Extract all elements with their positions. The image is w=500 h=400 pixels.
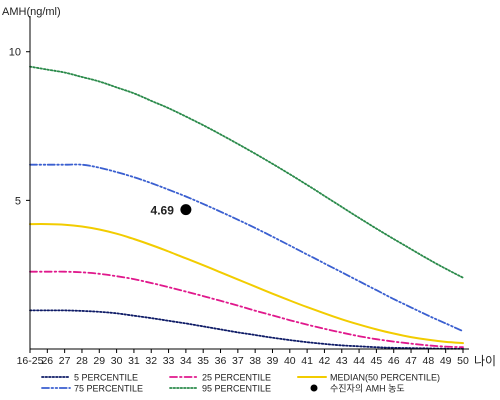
x-tick-label: 16-25 (17, 355, 44, 367)
series-line-3 (29, 223, 464, 345)
x-tick-label: 50 (457, 355, 469, 367)
y-tick-label: 10 (9, 47, 21, 59)
x-tick-label: 38 (249, 355, 261, 367)
x-tick-label: 49 (440, 355, 452, 367)
x-tick-label: 34 (180, 355, 192, 367)
x-tick-label: 30 (111, 355, 123, 367)
x-tick-label: 47 (405, 355, 417, 367)
legend-label-2: 25 PERCENTILE (202, 373, 271, 383)
x-tick-label: 45 (371, 355, 383, 367)
x-axis-label: 나이 (474, 354, 496, 368)
legend: 5 PERCENTILE 25 PERCENTILE MEDIAN(50 PERCE… (41, 373, 440, 394)
legend-label-5: 95 PERCENTILE (202, 384, 271, 394)
y-tick-label: 5 (15, 195, 21, 207)
x-tick-label: 35 (197, 355, 209, 367)
series-line-4 (29, 163, 464, 333)
y-axis-label: AMH(ng/ml) (2, 6, 61, 18)
legend-label-3: MEDIAN(50 PERCENTILE) (330, 373, 440, 383)
x-tick-label: 48 (423, 355, 435, 367)
x-tick-label: 27 (59, 355, 71, 367)
patient-marker-point (180, 204, 192, 216)
x-tick-label: 44 (353, 355, 365, 367)
x-tick-label: 31 (128, 355, 140, 367)
x-tick-label: 46 (388, 355, 400, 367)
patient-marker-label: 4.69 (151, 204, 175, 218)
legend-label-4: 75 PERCENTILE (74, 384, 143, 394)
plot-area: 4.69 (29, 65, 464, 350)
x-tick-label: 39 (267, 355, 279, 367)
x-tick-label: 41 (301, 355, 313, 367)
x-tick-label: 28 (76, 355, 88, 367)
legend-marker-label: 수진자의 AMH 농도 (330, 384, 405, 394)
series-line-5 (29, 65, 464, 279)
x-tick-label: 33 (163, 355, 175, 367)
x-tick-label: 32 (145, 355, 157, 367)
series-line-1 (29, 309, 464, 350)
x-tick-label: 40 (284, 355, 296, 367)
x-tick-label: 29 (93, 355, 105, 367)
legend-marker-swatch (310, 384, 318, 392)
x-tick-label: 26 (41, 355, 53, 367)
legend-label-1: 5 PERCENTILE (74, 373, 138, 383)
series-line-2 (29, 270, 464, 349)
x-tick-label: 42 (319, 355, 331, 367)
x-tick-label: 36 (215, 355, 227, 367)
x-tick-label: 43 (336, 355, 348, 367)
x-tick-label: 37 (232, 355, 244, 367)
